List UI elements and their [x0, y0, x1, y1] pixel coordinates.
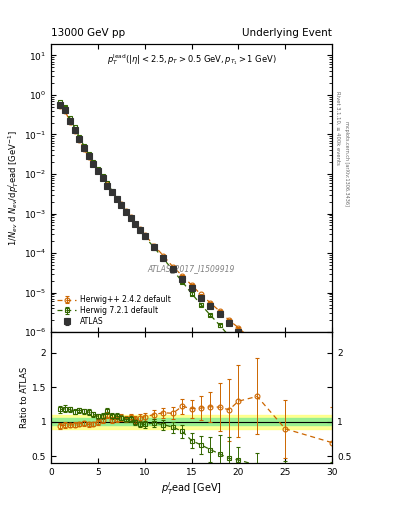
Y-axis label: Ratio to ATLAS: Ratio to ATLAS	[20, 367, 29, 429]
Bar	[51, 415, 332, 429]
Text: $p_T^{\mathrm{lead}}(|\eta| < 2.5, p_T > 0.5$ GeV$, p_{T_1} > 1$ GeV$)$: $p_T^{\mathrm{lead}}(|\eta| < 2.5, p_T >…	[107, 52, 277, 67]
Legend: Herwig++ 2.4.2 default, Herwig 7.2.1 default, ATLAS: Herwig++ 2.4.2 default, Herwig 7.2.1 def…	[55, 293, 173, 328]
Text: mcplots.cern.ch [arXiv:1306.3436]: mcplots.cern.ch [arXiv:1306.3436]	[344, 121, 349, 206]
Text: Underlying Event: Underlying Event	[242, 28, 332, 38]
Y-axis label: $1/N_{ev}$ d $N_{ev}$/d$p_T^l$ead [GeV$^{-1}$]: $1/N_{ev}$ d $N_{ev}$/d$p_T^l$ead [GeV$^…	[6, 130, 21, 246]
Text: 13000 GeV pp: 13000 GeV pp	[51, 28, 125, 38]
X-axis label: $p_T^l$ead [GeV]: $p_T^l$ead [GeV]	[161, 480, 222, 497]
Text: ATLAS_2017_I1509919: ATLAS_2017_I1509919	[148, 264, 235, 273]
Text: Rivet 3.1.10, ≥ 400k events: Rivet 3.1.10, ≥ 400k events	[335, 91, 340, 165]
Bar	[51, 418, 332, 425]
